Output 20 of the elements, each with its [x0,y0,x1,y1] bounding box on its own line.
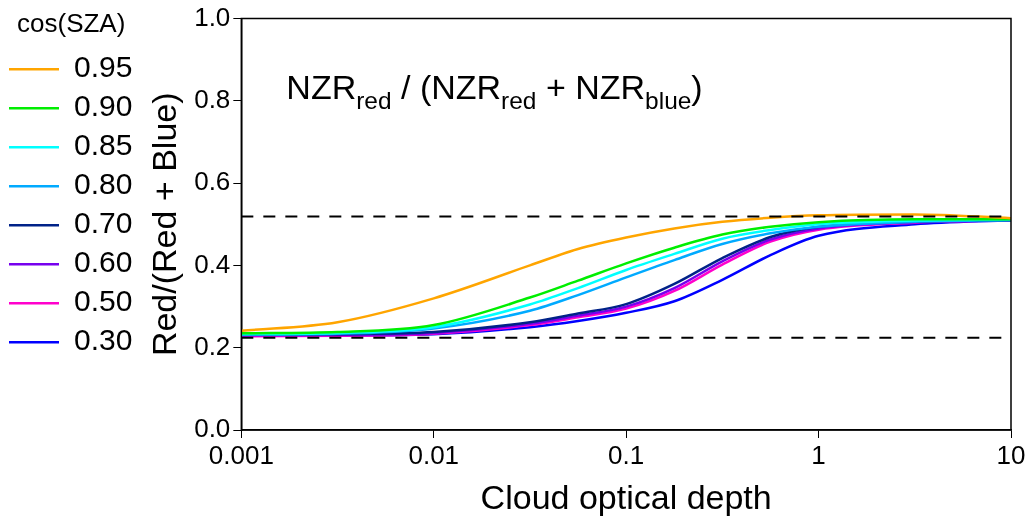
legend-label: 0.95 [74,50,133,84]
legend-label: 0.70 [74,206,133,240]
y-tick-label: 1.0 [194,1,231,32]
y-tick-label: 0.2 [194,330,231,361]
y-tick-label: 0.4 [194,248,231,279]
legend-label: 0.60 [74,245,133,279]
legend-title: cos(SZA) [17,8,126,39]
x-tick-label: 1 [811,439,826,470]
y-tick-label: 0.8 [194,84,231,115]
x-axis-title: Cloud optical depth [480,477,772,516]
legend-label: 0.30 [74,323,133,357]
legend-label: 0.85 [74,128,133,162]
x-tick-label: 0.01 [408,439,460,470]
legend-label: 0.90 [74,89,133,123]
y-tick-label: 0.6 [194,166,231,197]
x-tick-label: 10 [996,439,1026,470]
x-tick-label: 0.1 [608,439,645,470]
legend-label: 0.50 [74,284,133,318]
y-axis-title: Red/(Red + Blue) [145,92,184,357]
legend-label: 0.80 [74,167,133,201]
